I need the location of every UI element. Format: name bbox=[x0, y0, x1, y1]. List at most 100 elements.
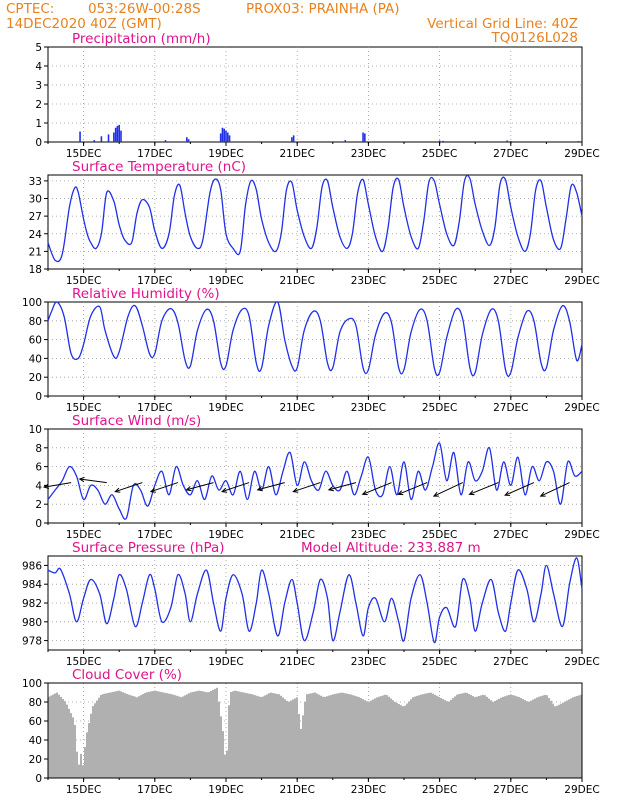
cloud-bar bbox=[456, 694, 458, 778]
wind-arrowhead bbox=[504, 491, 511, 496]
wind-arrow bbox=[398, 482, 428, 495]
cloud-bar bbox=[202, 691, 204, 778]
cloud-bar bbox=[218, 701, 220, 778]
cloud-bar bbox=[516, 696, 518, 778]
cloud-bar bbox=[230, 691, 232, 778]
precip-bar bbox=[107, 134, 110, 142]
cloud-ytick-label: 40 bbox=[29, 735, 42, 747]
cloud-bar bbox=[478, 696, 480, 778]
cloud-bar bbox=[380, 696, 382, 778]
cloud-bar bbox=[266, 694, 268, 778]
cloud-bar bbox=[64, 701, 66, 778]
cloud-bar bbox=[162, 692, 164, 778]
cloud-bar bbox=[90, 713, 92, 778]
cloud-bar bbox=[304, 701, 306, 778]
rh-ytick-label: 40 bbox=[29, 353, 42, 365]
precip-ytick-label: 2 bbox=[35, 99, 42, 111]
cloud-bar bbox=[98, 697, 100, 778]
wind-arrowhead bbox=[78, 476, 85, 483]
cloud-bar bbox=[382, 695, 384, 778]
wind-arrow bbox=[79, 478, 107, 484]
panels: Precipitation (mm/h) 0 1 2 3 4 5 15DEC 17DEC 19DE… bbox=[22, 31, 600, 796]
cloud-bar bbox=[264, 695, 266, 778]
cloud-bar bbox=[488, 698, 490, 778]
precip-ytick-label: 3 bbox=[35, 80, 42, 92]
cloud-bar bbox=[78, 764, 80, 778]
temp-xtick-label: 23DEC bbox=[351, 275, 386, 287]
cloud-bar bbox=[192, 691, 194, 778]
cloud-bar bbox=[242, 692, 244, 778]
precip-xtick-label: 25DEC bbox=[422, 148, 457, 160]
cloud-bar bbox=[392, 700, 394, 778]
cloud-bar bbox=[280, 695, 282, 778]
cloud-bar bbox=[434, 694, 436, 778]
cloud-bar bbox=[180, 697, 182, 778]
cloud-bar bbox=[286, 700, 288, 778]
cloud-bar bbox=[570, 698, 572, 778]
cloud-bar bbox=[506, 695, 508, 778]
rh-ytick-label: 80 bbox=[29, 316, 42, 328]
cloud-bar bbox=[172, 694, 174, 778]
press-annotation: Model Altitude: 233.887 m bbox=[301, 540, 481, 556]
wind-series-line bbox=[47, 442, 583, 520]
cloud-bar bbox=[62, 699, 64, 778]
cloud-bar bbox=[226, 750, 228, 778]
cloud-bar bbox=[136, 697, 138, 778]
cloud-bar bbox=[206, 692, 208, 778]
press-xtick-label: 29DEC bbox=[564, 656, 599, 668]
wind-arrow bbox=[150, 482, 179, 493]
precip-bar bbox=[225, 130, 227, 142]
rh-ytick-label: 0 bbox=[35, 391, 42, 403]
cloud-bar bbox=[200, 690, 202, 778]
cloud-bar bbox=[542, 695, 544, 778]
press-ytick-label: 982 bbox=[22, 598, 42, 610]
cloud-bar bbox=[48, 696, 50, 778]
cloud-bar bbox=[232, 691, 234, 778]
wind-arrow bbox=[257, 482, 285, 491]
wind-arrowhead bbox=[221, 487, 228, 493]
cloud-bar bbox=[474, 697, 476, 778]
cloud-bar bbox=[498, 698, 500, 778]
press-xtick-label: 27DEC bbox=[493, 656, 528, 668]
wind-arrowhead bbox=[432, 491, 439, 497]
cloud-bar bbox=[102, 694, 104, 778]
cloud-bar bbox=[216, 687, 218, 778]
cloud-bar bbox=[370, 700, 372, 778]
cloud-bar bbox=[302, 715, 304, 778]
wind-arrowhead bbox=[327, 486, 334, 492]
cloud-bar bbox=[52, 694, 54, 778]
cloud-bar bbox=[270, 692, 272, 778]
wind-arrowhead bbox=[361, 490, 368, 496]
cloud-bar bbox=[372, 699, 374, 778]
precip-bar bbox=[577, 141, 580, 142]
precip-bar bbox=[186, 137, 188, 142]
cloud-bar bbox=[310, 693, 312, 778]
rh-xtick-label: 25DEC bbox=[422, 402, 457, 414]
cloud-bar bbox=[512, 695, 514, 778]
press-title: Surface Pressure (hPa) bbox=[72, 540, 225, 556]
cloud-bar bbox=[468, 693, 470, 778]
press-ytick-label: 980 bbox=[22, 617, 42, 629]
cloud-bar bbox=[422, 694, 424, 778]
header-grid-note: Vertical Grid Line: 40Z bbox=[427, 16, 578, 32]
cloud-bar bbox=[354, 695, 356, 778]
wind-ytick-label: 8 bbox=[35, 443, 42, 455]
cloud-bar bbox=[556, 705, 558, 778]
cloud-bar bbox=[190, 692, 192, 778]
cloud-bar bbox=[374, 698, 376, 778]
cloud-bar bbox=[194, 691, 196, 778]
temp-xtick-label: 29DEC bbox=[564, 275, 599, 287]
cloud-bar bbox=[132, 695, 134, 778]
wind-ytick-label: 2 bbox=[35, 499, 42, 511]
rh-frame bbox=[47, 301, 583, 397]
header: CPTEC: 053:26W-00:28S PROX03: PRAINHA (P… bbox=[6, 1, 578, 46]
cloud-bar bbox=[358, 697, 360, 778]
cloud-bar bbox=[268, 693, 270, 778]
cloud-bar bbox=[560, 703, 562, 778]
cloud-bar bbox=[362, 699, 364, 778]
cloud-bar bbox=[368, 701, 370, 778]
cloud-bar bbox=[518, 697, 520, 778]
cloud-bar bbox=[400, 705, 402, 778]
press-xtick-label: 15DEC bbox=[66, 656, 101, 668]
